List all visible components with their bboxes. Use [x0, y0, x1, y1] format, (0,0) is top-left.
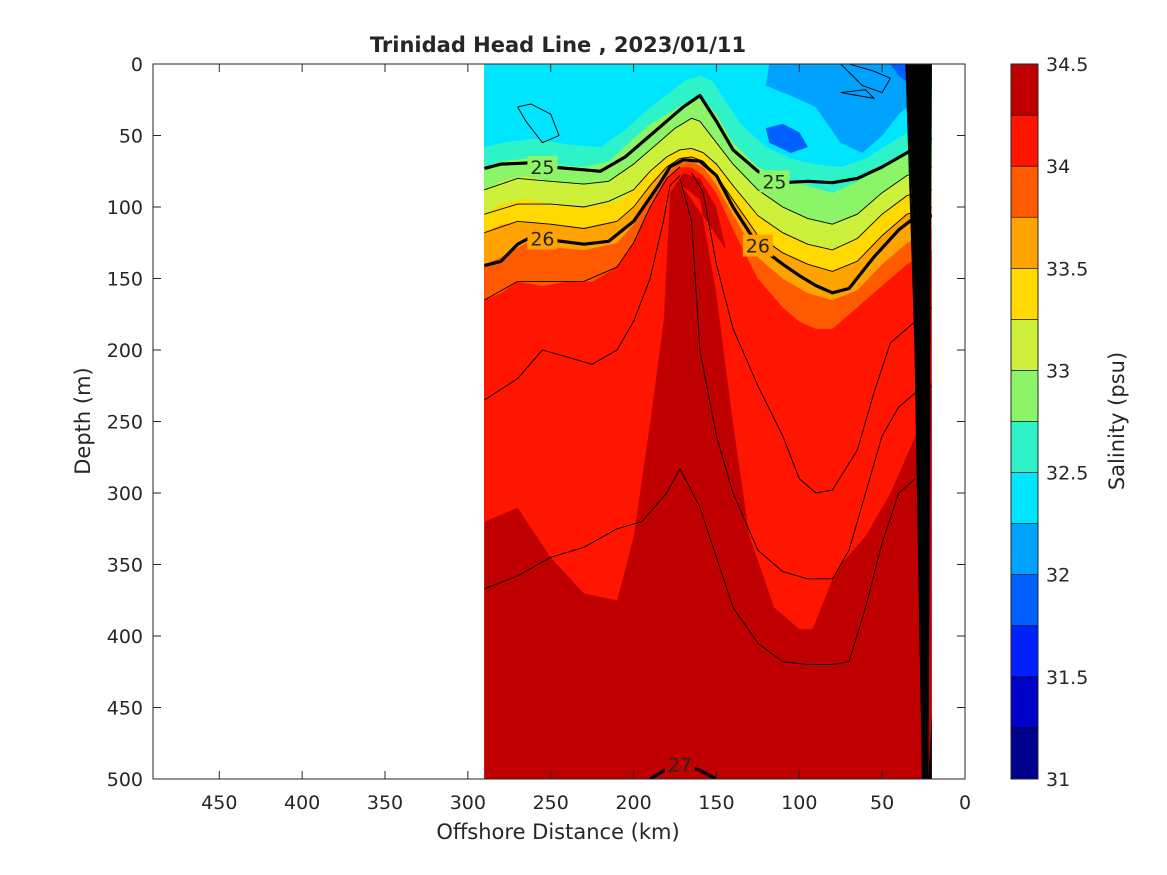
- colorbar-swatch: [1010, 727, 1039, 780]
- colorbar-tick-label: 32: [1046, 565, 1070, 587]
- salinity-contour-line: [484, 175, 681, 401]
- colorbar: 31 31.5 32 32.5 33 33.5 34 34.5: [1010, 54, 1088, 791]
- y-tick-label: 200: [107, 340, 143, 362]
- salinity-contour-line: [840, 64, 892, 94]
- colorbar-swatch: [1010, 319, 1039, 371]
- contour-label-gap: [742, 234, 773, 257]
- colorbar-swatch: [1010, 421, 1039, 473]
- y-tick-label: 300: [107, 483, 143, 505]
- bathymetry-seafloor: [905, 64, 932, 779]
- contour-label-gap: [664, 753, 695, 776]
- density-contour-label: 27: [668, 755, 692, 777]
- density-contour-layer: 25 25 26 26 27: [483, 93, 933, 779]
- y-tick-label: 0: [131, 54, 143, 76]
- x-axis-label: Offshore Distance (km): [436, 820, 679, 844]
- colorbar-tick-label: 34.5: [1046, 54, 1088, 76]
- contour-label-gap: [527, 227, 558, 250]
- x-tick-label: 300: [450, 792, 486, 814]
- x-tick-label: 0: [959, 792, 971, 814]
- colorbar-swatch: [1010, 267, 1039, 320]
- colorbar-swatch: [1010, 114, 1039, 167]
- y-tick-label: 50: [119, 126, 143, 148]
- salinity-contour-line: [484, 147, 933, 251]
- salinity-contour-line: [679, 468, 916, 666]
- salinity-contour-line: [679, 178, 933, 580]
- chart-title: Trinidad Head Line , 2023/01/11: [370, 33, 746, 57]
- bathymetry-edge: [931, 64, 965, 779]
- colorbar-swatch: [1010, 63, 1039, 116]
- density-contour-25: [483, 93, 933, 185]
- y-tick-label: 450: [107, 698, 143, 720]
- contour-label-gap: [759, 170, 790, 193]
- x-tick-label: 50: [870, 792, 894, 814]
- colorbar-swatch: [1010, 165, 1039, 218]
- salinity-contour-line: [517, 103, 560, 144]
- x-tick-label: 350: [367, 792, 403, 814]
- y-tick-label: 100: [107, 197, 143, 219]
- density-contour-label: 26: [530, 228, 554, 250]
- colorbar-label: Salinity (psu): [1105, 352, 1129, 490]
- x-tick-label: 200: [615, 792, 651, 814]
- x-tick-label: 150: [698, 792, 734, 814]
- density-contour-label: 25: [762, 171, 786, 193]
- y-tick-label: 500: [107, 769, 143, 791]
- colorbar-swatch: [1010, 625, 1039, 678]
- colorbar-tick-label: 33: [1046, 360, 1070, 382]
- x-tick-label: 250: [533, 792, 569, 814]
- density-contour-label: 25: [530, 157, 554, 179]
- salinity-contour-line: [691, 172, 933, 494]
- salinity-contour-line: [484, 468, 681, 590]
- salinity-contour-line: [840, 89, 876, 99]
- colorbar-swatch: [1010, 216, 1039, 269]
- salinity-fill-layer: [484, 64, 933, 779]
- colorbar-swatch: [1010, 676, 1039, 729]
- colorbar-swatch: [1010, 523, 1039, 576]
- salinity-contour-line: [484, 117, 933, 225]
- salinity-contour-line: [484, 166, 681, 301]
- x-tick-label: 450: [201, 792, 237, 814]
- colorbar-swatch: [1010, 472, 1039, 524]
- x-tick-label: 100: [781, 792, 817, 814]
- colorbar-tick-label: 31.5: [1046, 667, 1088, 689]
- y-tick-label: 150: [107, 269, 143, 291]
- colorbar-swatch: [1010, 370, 1039, 422]
- colorbar-tick-label: 31: [1046, 769, 1070, 791]
- colorbar-swatch: [1010, 574, 1039, 627]
- bathymetry-layer: [905, 64, 965, 779]
- salinity-region: [765, 123, 808, 153]
- density-contour-label: 26: [746, 236, 770, 258]
- salinity-region: [683, 186, 891, 630]
- colorbar-tick-label: 34: [1046, 156, 1070, 178]
- thin-contour-layer: [484, 64, 933, 666]
- x-tick-label: 400: [284, 792, 320, 814]
- y-axis-ticks: 0 50 100 150 200 250 300 350 400 450 500: [107, 54, 965, 791]
- y-tick-label: 400: [107, 626, 143, 648]
- x-axis-ticks: 450 400 350 300 250 200 150 100 50 0: [201, 64, 971, 814]
- y-tick-label: 350: [107, 555, 143, 577]
- y-axis-label: Depth (m): [71, 367, 95, 474]
- colorbar-tick-label: 32.5: [1046, 463, 1088, 485]
- contour-label-gap: [527, 155, 558, 178]
- y-tick-label: 250: [107, 412, 143, 434]
- colorbar-tick-label: 33.5: [1046, 258, 1088, 280]
- salinity-contour-line: [484, 156, 933, 272]
- colorbar-frame: [1010, 63, 1039, 780]
